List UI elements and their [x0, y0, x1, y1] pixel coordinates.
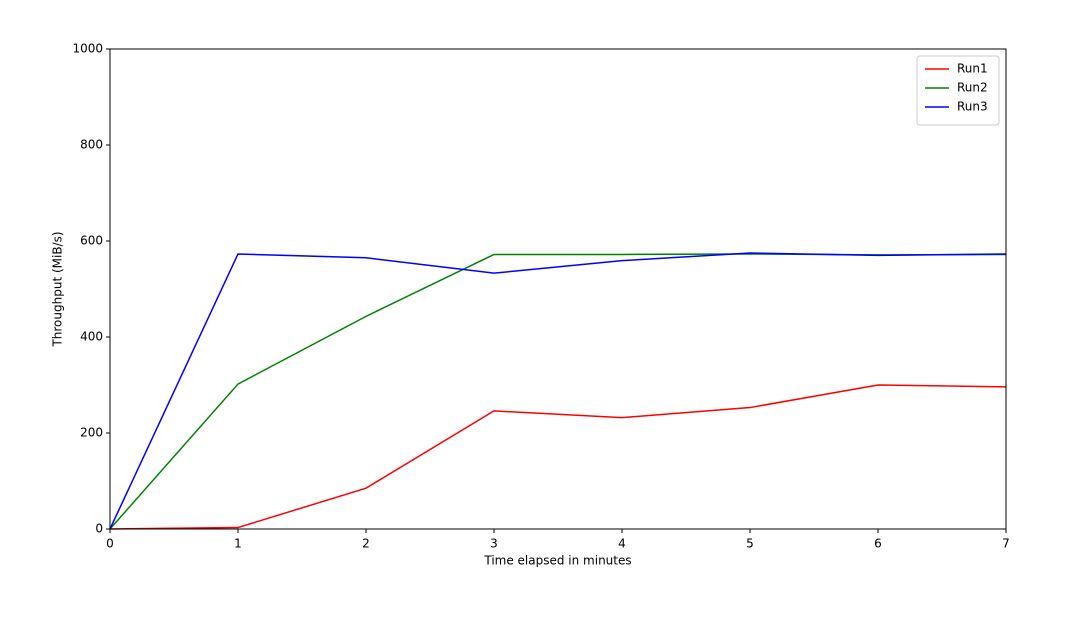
- y-tick-label: 200: [80, 426, 103, 440]
- y-axis-label: Throughput (MiB/s): [51, 231, 65, 347]
- y-tick-label: 0: [95, 522, 103, 536]
- x-tick-label: 0: [106, 537, 114, 551]
- legend-label: Run1: [957, 62, 988, 76]
- x-tick-label: 6: [874, 537, 882, 551]
- series-line: [109, 252, 1007, 530]
- y-tick-label: 600: [80, 234, 103, 248]
- x-tick-label: 3: [490, 537, 498, 551]
- series-line: [109, 253, 1007, 530]
- x-tick-label: 7: [1002, 537, 1010, 551]
- y-tick-label: 800: [80, 138, 103, 152]
- x-axis-label: Time elapsed in minutes: [483, 554, 631, 568]
- x-tick-label: 5: [746, 537, 754, 551]
- plot-frame: [109, 48, 1007, 530]
- legend-label: Run3: [957, 100, 988, 114]
- y-tick-label: 400: [80, 330, 103, 344]
- x-tick-label: 4: [618, 537, 626, 551]
- series-line: [109, 384, 1007, 530]
- x-tick-label: 2: [362, 537, 370, 551]
- x-tick-label: 1: [234, 537, 242, 551]
- y-tick-label: 1000: [72, 42, 103, 56]
- legend-label: Run2: [957, 81, 988, 95]
